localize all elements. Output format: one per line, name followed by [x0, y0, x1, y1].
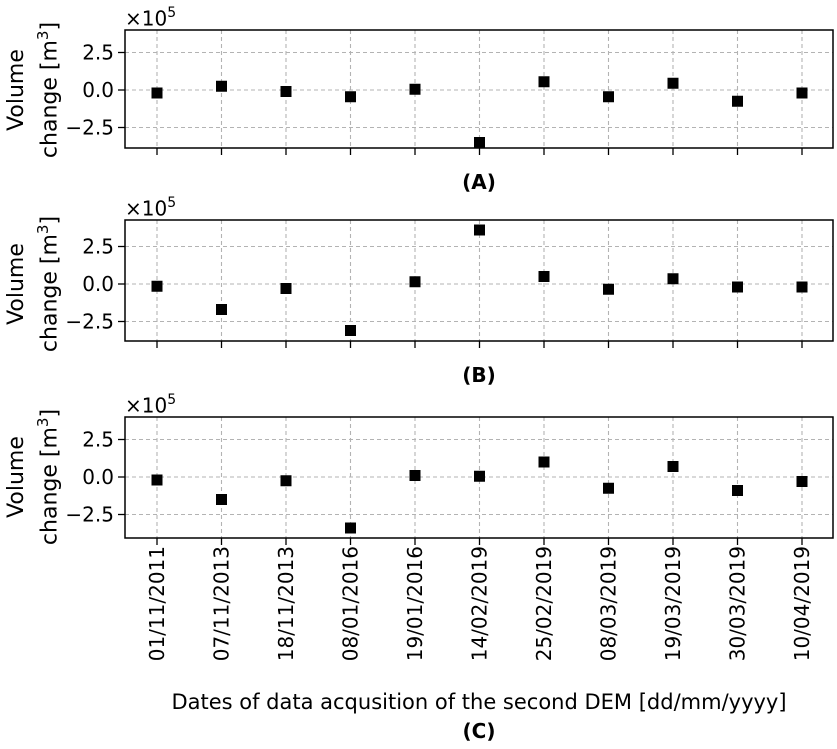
y-axis-offset-panel-c: ×105 — [125, 389, 176, 418]
y-axis-label-line2: change [m — [37, 40, 63, 159]
y-axis-label-panel-b: Volume change [m3] — [4, 199, 62, 369]
y-axis-label-line1: Volume — [4, 243, 29, 325]
y-axis-label-panel-c: Volume change [m3] — [4, 392, 62, 562]
data-point — [603, 283, 614, 295]
x-date-label: 14/02/2019 — [468, 546, 492, 661]
data-point — [474, 224, 485, 236]
offset-exponent: 5 — [167, 195, 177, 211]
x-date-label: 30/03/2019 — [726, 546, 750, 661]
y-tick-label: 0.0 — [82, 465, 114, 489]
data-point — [151, 280, 163, 292]
y-axis-label-line2-close: ] — [37, 21, 63, 31]
data-point — [796, 87, 808, 99]
data-point — [280, 283, 292, 294]
data-point — [667, 273, 679, 285]
offset-base: ×10 — [125, 196, 168, 221]
x-date-label: 19/01/2016 — [403, 546, 427, 661]
y-tick-label: 0.0 — [82, 78, 114, 102]
x-date-label: 08/01/2016 — [339, 546, 363, 661]
data-point — [216, 494, 227, 505]
y-tick-label: 2.5 — [82, 41, 114, 65]
x-date-label: 10/04/2019 — [790, 546, 814, 661]
x-axis-title: Dates of data acqusition of the second D… — [171, 690, 787, 714]
y-tick-label: 2.5 — [82, 428, 114, 452]
offset-base: ×10 — [125, 393, 168, 418]
y-axis-label-line2: change [m — [37, 427, 63, 546]
data-point — [538, 76, 550, 88]
axes-border — [124, 219, 834, 342]
data-point — [345, 325, 356, 336]
data-point — [732, 281, 743, 293]
offset-exponent: 5 — [167, 5, 177, 21]
x-date-label: 19/03/2019 — [661, 546, 685, 661]
data-point — [216, 304, 227, 315]
data-point — [345, 522, 356, 534]
data-point — [538, 271, 550, 282]
panel-caption-b: (B) — [462, 363, 496, 387]
data-point — [796, 281, 808, 293]
panel-a: 2.5 0.0 −2.5 — [65, 29, 834, 155]
x-date-label: 25/02/2019 — [532, 546, 556, 661]
x-date-label: 07/11/2013 — [210, 546, 234, 661]
data-point — [409, 276, 421, 288]
x-date-label: 18/11/2013 — [274, 546, 298, 661]
y-axis-label-line2: change [m — [37, 234, 63, 353]
data-point — [667, 77, 679, 89]
x-date-label: 01/11/2011 — [145, 546, 169, 661]
axes-border — [124, 416, 834, 539]
data-point — [216, 80, 227, 92]
y-axis-label-line1: Volume — [4, 436, 29, 518]
data-point — [409, 83, 421, 95]
y-tick-label: 2.5 — [82, 235, 114, 259]
panel-c: 2.5 0.0 −2.5 01/11/2011 07/11/2013 18/11/2013… — [65, 416, 834, 661]
y-axis-label-panel-a: Volume change [m3] — [4, 5, 62, 175]
y-axis-label-line2-close: ] — [37, 408, 63, 418]
offset-base: ×10 — [125, 6, 168, 31]
y-axis-label-superscript: 3 — [34, 30, 52, 41]
data-point — [732, 95, 743, 107]
y-tick-label: −2.5 — [65, 503, 114, 527]
data-point — [538, 456, 550, 468]
panel-caption-a: (A) — [462, 170, 496, 194]
y-axis-label-superscript: 3 — [34, 224, 52, 235]
data-point — [151, 474, 163, 486]
data-point — [474, 137, 485, 148]
data-point — [667, 461, 679, 472]
y-axis-label-superscript: 3 — [34, 417, 52, 428]
panel-caption-c: (C) — [462, 719, 496, 743]
data-point — [345, 91, 356, 103]
y-tick-label: −2.5 — [65, 116, 114, 140]
y-axis-offset-panel-b: ×105 — [125, 192, 176, 221]
data-point — [151, 87, 163, 99]
data-point — [732, 485, 743, 496]
data-point — [280, 475, 292, 487]
x-date-label: 08/03/2019 — [597, 546, 621, 661]
data-point — [409, 470, 421, 481]
data-point — [474, 470, 485, 482]
y-axis-label-line1: Volume — [4, 49, 29, 131]
y-axis-offset-panel-a: ×105 — [125, 2, 176, 31]
y-axis-label-line2-close: ] — [37, 215, 63, 225]
offset-exponent: 5 — [167, 392, 177, 408]
data-point — [603, 91, 614, 103]
panel-b: 2.5 0.0 −2.5 — [65, 219, 834, 348]
data-point — [603, 482, 614, 494]
y-tick-label: 0.0 — [82, 272, 114, 296]
data-point — [280, 86, 292, 97]
y-tick-label: −2.5 — [65, 310, 114, 334]
data-point — [796, 476, 808, 487]
